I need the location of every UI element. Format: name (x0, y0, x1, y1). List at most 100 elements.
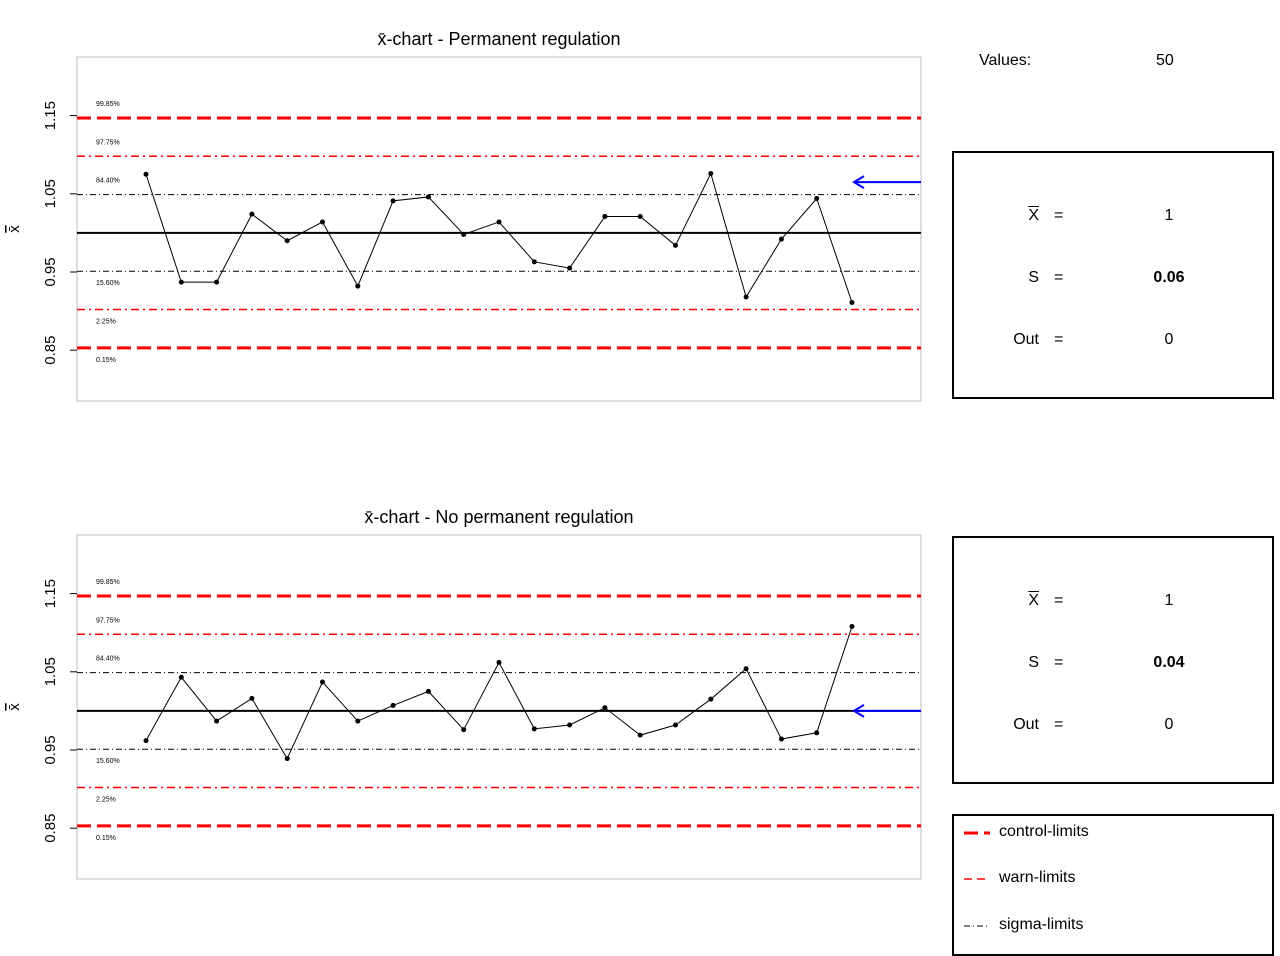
s-label: S (1028, 269, 1039, 286)
data-point (496, 219, 502, 225)
limit-percentage-label: 0.15% (96, 357, 116, 364)
values-label: Values: (979, 52, 1032, 69)
y-tick-label: 1.05 (42, 657, 59, 686)
limit-percentage-label: 15.60% (96, 758, 120, 765)
limit-percentage-label: 2.25% (96, 797, 116, 804)
equals-sign: = (1054, 331, 1064, 348)
data-point (567, 722, 573, 728)
chart-title: x̄-chart - No permanent regulation (364, 507, 633, 527)
data-point (814, 196, 820, 202)
y-tick-label: 1.15 (42, 579, 59, 608)
values-count: 50 (1156, 52, 1174, 69)
data-point (320, 219, 325, 225)
s-value: 0.04 (1153, 654, 1185, 671)
xbar-chart-no-permanent-regulation: x̄-chart - No permanent regulation 0.85 0.… (6, 507, 922, 880)
data-point (355, 283, 361, 289)
data-point (496, 659, 502, 665)
out-value: 0 (1164, 331, 1174, 348)
data-point (778, 736, 784, 742)
limit-percentage-label: 99.85% (96, 101, 120, 108)
data-point (143, 738, 149, 744)
data-point (673, 242, 678, 248)
data-point (214, 718, 220, 724)
s-value: 0.06 (1153, 269, 1185, 286)
trend-arrow-head (852, 704, 865, 718)
y-axis-label: x̄ (6, 225, 23, 233)
data-point (743, 294, 749, 300)
sigma-limits-swatch (964, 925, 990, 927)
data-point (355, 718, 361, 724)
data-point (320, 679, 325, 685)
stats-box-no-permanent: X = 1 S = 0.04 Out = 0 (952, 536, 1274, 784)
y-tick-label: 1.05 (42, 179, 59, 208)
y-tick-label: 1.15 (42, 101, 59, 130)
data-point (531, 259, 537, 265)
data-point (249, 695, 255, 701)
data-point (390, 702, 396, 708)
s-label: S (1028, 654, 1039, 671)
xbar-chart-permanent-regulation: x̄-chart - Permanent regulation 0.85 0.95 1… (6, 29, 922, 402)
data-point (708, 170, 714, 176)
data-point (284, 756, 290, 762)
control-limits-swatch (964, 831, 990, 835)
data-point (284, 238, 290, 244)
xbar-value: 1 (1164, 207, 1174, 224)
legend-label: sigma-limits (999, 916, 1084, 933)
limit-percentage-label: 84.40% (96, 656, 120, 663)
legend-label: warn-limits (999, 869, 1076, 886)
equals-sign: = (1054, 716, 1064, 733)
data-point (849, 299, 855, 305)
out-value: 0 (1164, 716, 1174, 733)
y-tick-label: 0.85 (42, 336, 59, 365)
y-tick-label: 0.95 (42, 735, 59, 764)
equals-sign: = (1054, 592, 1064, 609)
data-point (814, 730, 820, 736)
data-point (531, 726, 537, 732)
limit-percentage-label: 99.85% (96, 579, 120, 586)
series-line (145, 172, 853, 303)
xbar-label: X (1028, 592, 1039, 609)
plot-frame (76, 56, 922, 402)
data-point (390, 198, 396, 204)
y-tick-label: 0.85 (42, 814, 59, 843)
out-label: Out (1013, 331, 1039, 348)
limit-percentage-label: 2.25% (96, 319, 116, 326)
out-label: Out (1013, 716, 1039, 733)
xbar-value: 1 (1164, 592, 1174, 609)
data-point (178, 279, 184, 285)
equals-sign: = (1054, 269, 1064, 286)
data-point (637, 732, 643, 738)
data-point (461, 727, 467, 733)
data-point (178, 674, 184, 680)
equals-sign: = (1054, 207, 1064, 224)
chart-title: x̄-chart - Permanent regulation (377, 29, 620, 49)
data-point (249, 211, 255, 217)
data-point (602, 705, 608, 711)
data-point (637, 213, 643, 219)
data-point (425, 688, 431, 694)
xbar-label: X (1028, 207, 1039, 224)
equals-sign: = (1054, 654, 1064, 671)
data-point (602, 213, 608, 219)
data-point (849, 623, 855, 629)
data-point (461, 231, 467, 237)
legend-label: control-limits (999, 823, 1089, 840)
data-point (743, 666, 749, 672)
series-line (145, 626, 853, 760)
limit-percentage-label: 84.40% (96, 178, 120, 185)
y-tick-label: 0.95 (42, 257, 59, 286)
data-point (143, 171, 149, 177)
y-axis-label: x̄ (6, 703, 23, 711)
limit-percentage-label: 0.15% (96, 835, 116, 842)
limit-percentage-label: 97.75% (96, 617, 120, 624)
stats-box-permanent: X = 1 S = 0.06 Out = 0 (952, 151, 1274, 399)
plot-frame (76, 534, 922, 880)
legend: control-limits warn-limits sigma-limits (952, 814, 1274, 956)
limit-percentage-label: 97.75% (96, 139, 120, 146)
limit-percentage-label: 15.60% (96, 280, 120, 287)
trend-arrow-head (852, 175, 865, 189)
warn-limits-swatch (964, 878, 990, 880)
data-point (425, 194, 431, 200)
data-point (778, 236, 784, 242)
